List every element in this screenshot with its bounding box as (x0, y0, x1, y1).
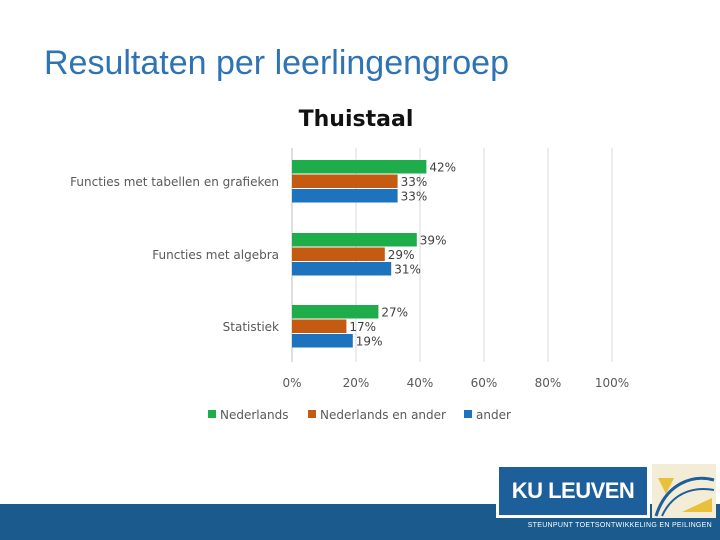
bar-nederlands-en-ander (292, 247, 385, 261)
category-label: Statistiek (223, 320, 279, 334)
legend-swatch (308, 410, 316, 418)
data-label: 33% (401, 175, 428, 189)
legend-label: Nederlands (220, 408, 288, 422)
data-label: 19% (356, 335, 383, 349)
footer-org-text: STEUNPUNT TOETSONTWIKKELING EN PEILINGEN (527, 522, 712, 529)
bar-ander (292, 334, 353, 348)
bar-ander (292, 262, 392, 276)
logo-text: KU LEUVEN (511, 478, 635, 503)
x-tick-label: 20% (343, 376, 370, 390)
x-tick-label: 0% (282, 376, 301, 390)
chart-title: Thuistaal (299, 107, 414, 132)
bar-nederlands (292, 160, 427, 174)
bar-nederlands (292, 305, 379, 319)
legend-swatch (208, 410, 216, 418)
category-label: Functies met tabellen en grafieken (70, 175, 279, 189)
x-tick-label: 80% (535, 376, 562, 390)
bar-nederlands-en-ander (292, 319, 347, 333)
data-label: 29% (388, 248, 415, 262)
x-tick-label: 100% (595, 376, 629, 390)
x-tick-label: 60% (471, 376, 498, 390)
university-seal-icon (652, 464, 716, 518)
bar-nederlands (292, 233, 417, 247)
legend-label: ander (476, 408, 511, 422)
data-label: 39% (420, 234, 447, 248)
data-label: 17% (349, 320, 376, 334)
ku-leuven-logo: KU LEUVEN (496, 464, 650, 518)
bar-ander (292, 189, 398, 203)
bar-nederlands-en-ander (292, 174, 398, 188)
slide-title: Resultaten per leerlingengroep (44, 44, 509, 82)
x-tick-label: 40% (407, 376, 434, 390)
data-label: 42% (429, 161, 456, 175)
data-label: 27% (381, 306, 408, 320)
legend-label: Nederlands en ander (320, 408, 446, 422)
bar-chart: Thuistaal 0% 20% 40% 60% 80% 100% Functies met … (70, 107, 629, 422)
data-label: 33% (401, 190, 428, 204)
legend-swatch (464, 410, 472, 418)
data-label: 31% (394, 263, 421, 277)
category-label: Functies met algebra (152, 248, 279, 262)
